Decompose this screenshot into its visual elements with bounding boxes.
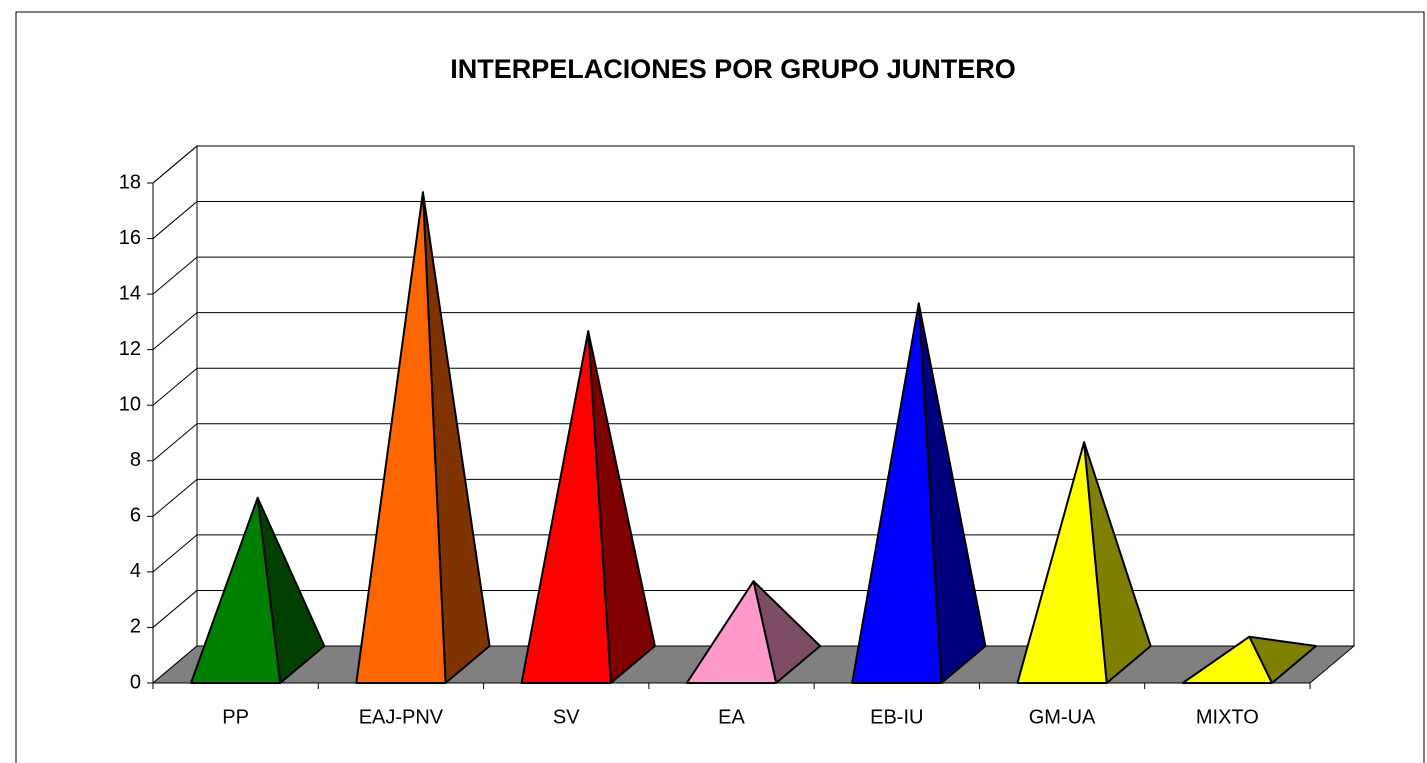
- x-tick-label: SV: [553, 706, 580, 728]
- y-tick-label: 2: [130, 616, 141, 638]
- pyramid-front: [685, 580, 778, 684]
- pyramid-front: [1181, 635, 1273, 684]
- y-tick-label: 14: [119, 282, 141, 304]
- y-tick-label: 10: [119, 394, 141, 416]
- y-tick-label: 12: [119, 338, 141, 360]
- y-tick-label: 18: [119, 171, 141, 193]
- pyramid-front: [190, 496, 282, 684]
- side-wall: [152, 144, 198, 685]
- y-tick-label: 8: [130, 449, 141, 471]
- x-tick-label: EA: [718, 706, 745, 728]
- pyramid-front: [851, 302, 943, 684]
- grid-line: [152, 423, 198, 462]
- chart-title: INTERPELACIONES POR GRUPO JUNTERO: [450, 54, 1016, 84]
- grid-line: [152, 256, 198, 295]
- grid-line: [152, 590, 198, 628]
- x-tick-label: MIXTO: [1196, 706, 1259, 728]
- x-tick-label: EAJ-PNV: [359, 706, 444, 728]
- y-tick-label: 6: [130, 505, 141, 527]
- grid-line: [152, 312, 198, 351]
- grid-line: [152, 201, 198, 239]
- y-tick-label: 4: [130, 560, 141, 582]
- y-tick-label: 0: [130, 671, 141, 693]
- pyramid-front: [1016, 441, 1108, 684]
- pyramid-front: [355, 191, 447, 684]
- pyramid-front: [520, 330, 612, 684]
- grid-line: [152, 145, 198, 184]
- x-tick-label: GM-UA: [1029, 706, 1096, 728]
- x-tick-label: PP: [222, 706, 249, 728]
- grid-line: [152, 534, 198, 573]
- y-tick-label: 16: [119, 227, 141, 249]
- x-tick-label: EB-IU: [870, 706, 923, 728]
- grid-line: [152, 367, 198, 406]
- grid-line: [152, 478, 198, 517]
